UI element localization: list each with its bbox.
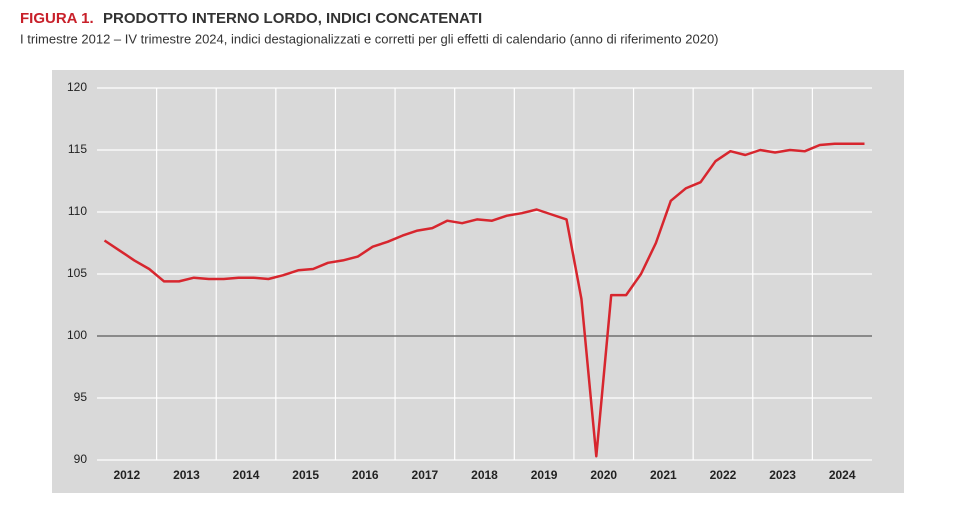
y-tick-label: 100 [67, 328, 87, 342]
x-tick-label: 2019 [531, 468, 558, 482]
chart-title: PRODOTTO INTERNO LORDO, INDICI CONCATENA… [103, 10, 482, 27]
x-tick-label: 2021 [650, 468, 677, 482]
x-tick-label: 2014 [233, 468, 260, 482]
x-tick-label: 2016 [352, 468, 379, 482]
x-tick-label: 2012 [113, 468, 140, 482]
line-series [103, 142, 865, 458]
chart-subtitle: I trimestre 2012 – IV trimestre 2024, in… [20, 31, 719, 46]
x-tick-label: 2015 [292, 468, 319, 482]
x-tick-label: 2018 [471, 468, 498, 482]
figure-label: FIGURA 1. [20, 10, 94, 27]
x-tick-label: 2020 [590, 468, 617, 482]
x-tick-label: 2022 [710, 468, 737, 482]
panel [52, 70, 904, 493]
x-tick-label: 2017 [412, 468, 439, 482]
y-tick-label: 105 [67, 266, 87, 280]
y-tick-label: 90 [74, 452, 88, 466]
x-tick-label: 2024 [829, 468, 856, 482]
y-tick-label: 110 [68, 204, 87, 218]
y-tick-label: 115 [68, 142, 87, 156]
y-tick-label: 120 [67, 80, 87, 94]
x-tick-label: 2023 [769, 468, 796, 482]
y-tick-label: 95 [74, 390, 88, 404]
x-tick-label: 2013 [173, 468, 200, 482]
